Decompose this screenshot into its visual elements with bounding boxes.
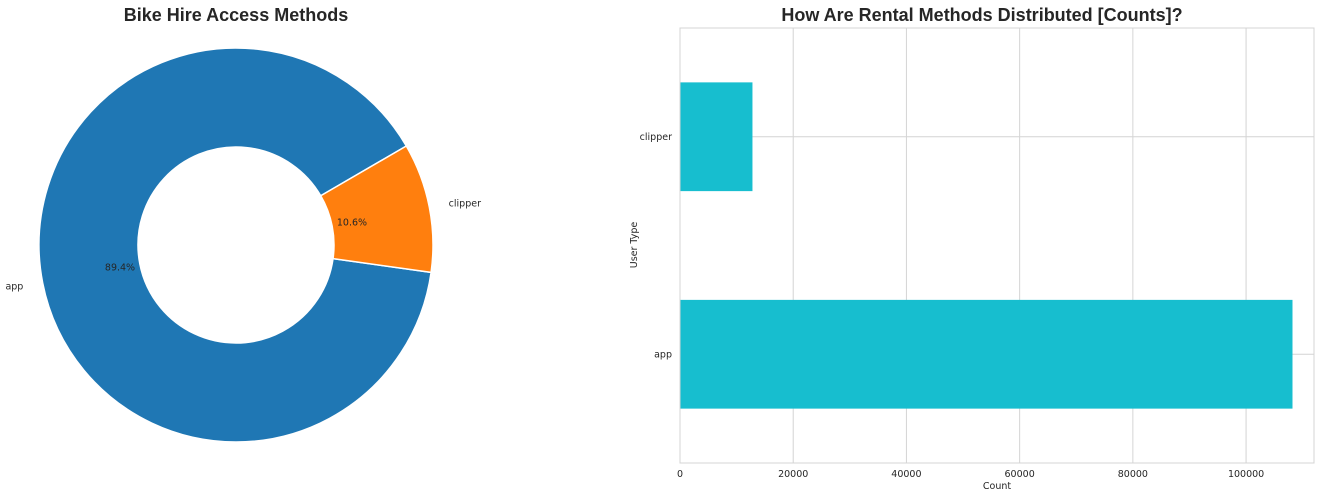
donut-labels: app 89.4% clipper 10.6%	[5, 198, 481, 292]
donut-percent-label-app: 89.4%	[105, 263, 135, 274]
x-tick-label: 100000	[1228, 469, 1264, 480]
donut-chart: Bike Hire Access Methods app 89.4% clipper…	[5, 5, 481, 443]
y-tick-label-app: app	[654, 349, 672, 360]
bar-chart: How Are Rental Methods Distributed [Coun…	[629, 5, 1315, 492]
donut-slices	[38, 47, 434, 443]
bar-clipper	[680, 82, 753, 192]
x-tick-label: 40000	[891, 469, 921, 480]
donut-slice-app	[38, 47, 432, 443]
plot-frame	[679, 27, 1315, 464]
bar-chart-title: How Are Rental Methods Distributed [Coun…	[781, 5, 1182, 25]
donut-category-label-app: app	[5, 282, 23, 293]
donut-category-label-clipper: clipper	[449, 198, 481, 209]
x-axis-label: Count	[983, 481, 1011, 492]
x-tick-label: 0	[677, 469, 683, 480]
donut-title: Bike Hire Access Methods	[124, 5, 348, 25]
bar-bars	[680, 82, 1293, 409]
y-axis-label: User Type	[629, 222, 640, 269]
x-tick-label: 60000	[1005, 469, 1035, 480]
x-tick-label: 80000	[1118, 469, 1148, 480]
donut-slice-clipper	[319, 144, 434, 274]
donut-percent-label-clipper: 10.6%	[337, 217, 367, 228]
y-tick-label-clipper: clipper	[640, 132, 672, 143]
bar-app	[680, 299, 1293, 409]
bar-ticks: 0 20000 40000 60000 80000 100000 clipper app	[640, 132, 1265, 480]
x-tick-label: 20000	[778, 469, 808, 480]
